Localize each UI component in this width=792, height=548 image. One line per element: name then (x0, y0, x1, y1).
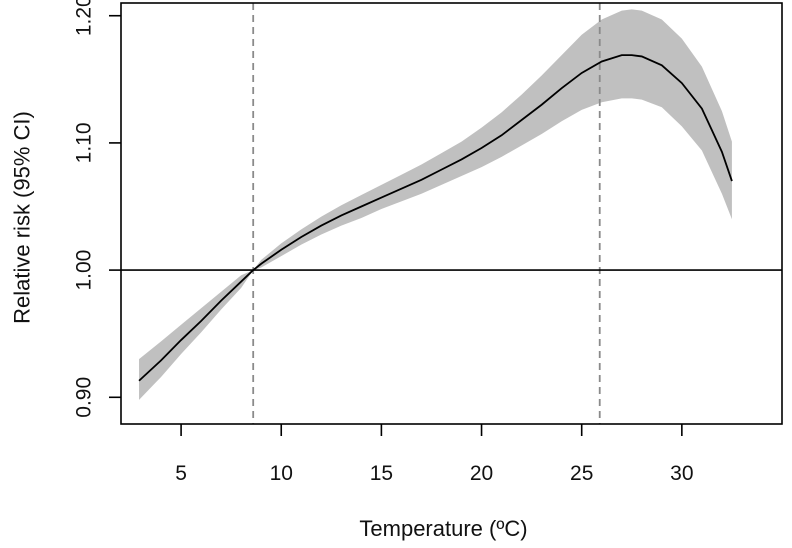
x-tick-label: 25 (570, 462, 593, 485)
y-tick-label: 1.00 (73, 250, 96, 291)
plot-frame (120, 2, 783, 425)
x-axis-title: Temperature (ºC) (359, 516, 527, 541)
x-tick-label: 15 (370, 462, 393, 485)
y-axis-title: Relative risk (95% CI) (10, 111, 35, 324)
x-tick-label: 5 (175, 462, 187, 485)
y-tick-label: 0.90 (73, 377, 96, 418)
y-tick-label: 1.10 (73, 122, 96, 163)
relative-risk-line (138, 54, 733, 382)
x-tick-label: 30 (670, 462, 693, 485)
x-axis: 5 10 15 20 25 30 (175, 424, 694, 485)
plot-area (120, 2, 783, 425)
x-tick-label: 10 (270, 462, 293, 485)
confidence-band (139, 9, 732, 400)
y-tick-label: 1.20 (73, 0, 96, 36)
x-tick-label: 20 (470, 462, 493, 485)
y-axis: 0.90 1.00 1.10 1.20 (73, 0, 121, 418)
